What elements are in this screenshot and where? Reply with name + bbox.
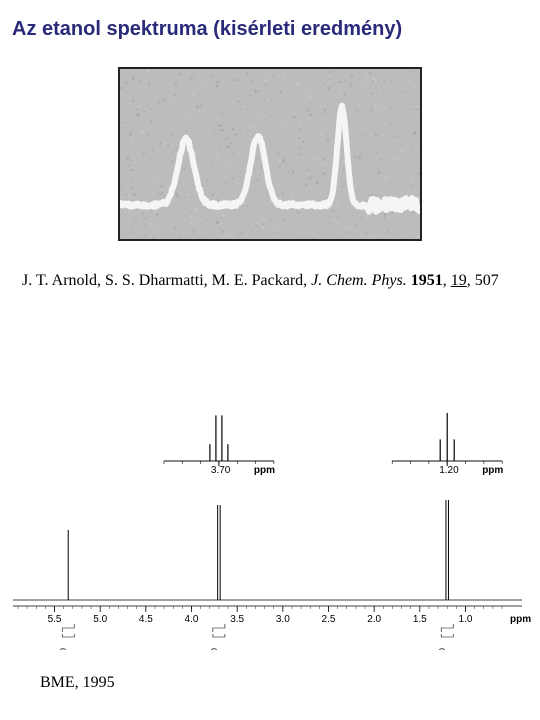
- oscilloscope-spectrum: [118, 67, 422, 241]
- svg-text:3.70: 3.70: [211, 465, 231, 476]
- citation-year: 1951: [411, 272, 443, 289]
- svg-text:4.5: 4.5: [139, 614, 153, 625]
- svg-text:3.00: 3.00: [438, 647, 447, 650]
- svg-text:5.5: 5.5: [48, 614, 62, 625]
- svg-text:ppm: ppm: [254, 465, 275, 476]
- svg-text:ppm: ppm: [510, 614, 531, 625]
- svg-text:3.5: 3.5: [230, 614, 244, 625]
- old-spectrum-container: [0, 67, 540, 246]
- citation-volume: 19: [451, 272, 467, 289]
- citation-journal: J. Chem. Phys.: [311, 272, 407, 289]
- svg-text:2.5: 2.5: [322, 614, 336, 625]
- svg-text:3.0: 3.0: [276, 614, 290, 625]
- citation-page: 507: [475, 272, 499, 289]
- svg-text:5.0: 5.0: [93, 614, 107, 625]
- footer-text: BME, 1995: [40, 674, 115, 692]
- svg-text:ppm: ppm: [482, 465, 503, 476]
- svg-text:1.5: 1.5: [413, 614, 427, 625]
- citation-authors: J. T. Arnold, S. S. Dharmatti, M. E. Pac…: [22, 272, 311, 289]
- svg-text:4.0: 4.0: [185, 614, 199, 625]
- svg-text:2.00: 2.00: [210, 647, 219, 650]
- page-title: Az etanol spektruma (kisérleti eredmény): [0, 0, 540, 49]
- svg-text:1.20: 1.20: [439, 465, 459, 476]
- svg-text:1.0: 1.0: [459, 614, 473, 625]
- svg-text:2.0: 2.0: [367, 614, 381, 625]
- modern-nmr-spectrum: 3.70 ppm 1.20 ppm 5.5 5.0 4.5 4.0 3.5 3.0 2.5 2.0 1.…: [8, 400, 532, 650]
- svg-text:1.00: 1.00: [59, 647, 68, 650]
- citation-text: J. T. Arnold, S. S. Dharmatti, M. E. Pac…: [0, 246, 540, 298]
